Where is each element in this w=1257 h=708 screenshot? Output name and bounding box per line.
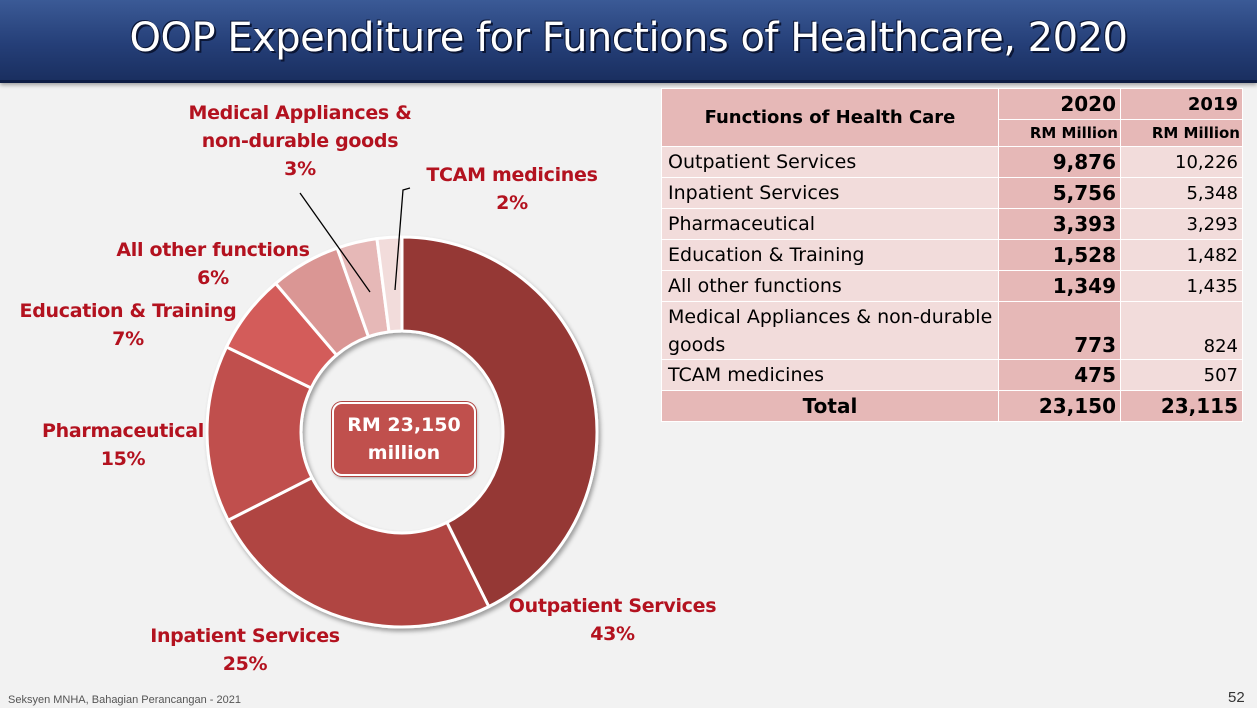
label-appliances: Medical Appliances & non-durable goods 3… (170, 99, 430, 183)
table-row: TCAM medicines 475 507 (661, 359, 1243, 391)
label-appliances-line1: Medical Appliances & (188, 102, 412, 124)
leader-line-tcam (394, 187, 411, 291)
center-total-line1: RM 23,150 (347, 414, 461, 436)
label-pharma-pct: 15% (100, 448, 146, 470)
label-pharma-name: Pharmaceutical (42, 420, 204, 442)
row-2020: 1,349 (998, 270, 1121, 302)
table-row: All other functions 1,349 1,435 (661, 270, 1243, 302)
label-tcam-pct: 2% (496, 192, 528, 214)
label-outpatient-pct: 43% (590, 623, 635, 645)
label-inpatient-name: Inpatient Services (150, 625, 340, 647)
total-2019: 23,115 (1120, 390, 1243, 422)
row-2019: 1,482 (1120, 239, 1243, 271)
label-education: Education & Training 7% (14, 297, 242, 353)
row-name: All other functions (661, 270, 999, 302)
donut-slice-6 (375, 235, 404, 334)
table-row: Education & Training 1,528 1,482 (661, 239, 1243, 271)
label-inpatient: Inpatient Services 25% (145, 622, 345, 678)
unit-2019: RM Million (1120, 119, 1243, 147)
donut-slice-1 (226, 475, 491, 629)
row-2020: 773 (998, 301, 1121, 360)
label-outpatient-name: Outpatient Services (508, 595, 717, 617)
donut-chart (205, 187, 599, 629)
label-other-pct: 6% (197, 267, 229, 289)
label-inpatient-pct: 25% (222, 653, 268, 675)
row-name: Medical Appliances & non-durable goods (661, 301, 999, 360)
donut-slice-0 (400, 235, 599, 609)
label-education-name: Education & Training (19, 300, 237, 322)
unit-2020: RM Million (998, 119, 1121, 147)
row-2019: 5,348 (1120, 177, 1243, 209)
row-2019: 3,293 (1120, 208, 1243, 240)
label-appliances-line2: non-durable goods (201, 130, 399, 152)
expenditure-table: Functions of Health Care 2020 2019 RM Mi… (661, 88, 1243, 422)
table-row: Medical Appliances & non-durable goods 7… (661, 301, 1243, 360)
header-2020: 2020 (998, 88, 1121, 120)
label-education-pct: 7% (112, 328, 144, 350)
header-2019: 2019 (1120, 88, 1243, 120)
row-2020: 475 (998, 359, 1121, 391)
footer-text: Seksyen MNHA, Bahagian Perancangan - 202… (8, 694, 241, 706)
row-2019: 10,226 (1120, 146, 1243, 178)
row-2020: 3,393 (998, 208, 1121, 240)
label-other-name: All other functions (116, 239, 310, 261)
row-2020: 9,876 (998, 146, 1121, 178)
header-function: Functions of Health Care (661, 88, 999, 147)
table-row: Pharmaceutical 3,393 3,293 (661, 208, 1243, 240)
page-number: 52 (1228, 689, 1245, 706)
row-name: Education & Training (661, 239, 999, 271)
total-2020: 23,150 (998, 390, 1121, 422)
label-tcam-name: TCAM medicines (426, 164, 598, 186)
row-2020: 5,756 (998, 177, 1121, 209)
table-total-row: Total 23,150 23,115 (661, 390, 1243, 422)
table-row: Inpatient Services 5,756 5,348 (661, 177, 1243, 209)
label-appliances-pct: 3% (284, 158, 316, 180)
center-total-line2: million (367, 442, 441, 464)
row-name: Pharmaceutical (661, 208, 999, 240)
row-2020: 1,528 (998, 239, 1121, 271)
center-total-box: RM 23,150 million (332, 402, 476, 476)
page-title: OOP Expenditure for Functions of Healthc… (129, 15, 1128, 61)
label-pharma: Pharmaceutical 15% (38, 417, 208, 473)
row-2019: 507 (1120, 359, 1243, 391)
label-tcam: TCAM medicines 2% (422, 161, 602, 217)
row-name: Outpatient Services (661, 146, 999, 178)
total-label: Total (661, 390, 999, 422)
leader-line-appliances (299, 192, 371, 293)
label-outpatient: Outpatient Services 43% (505, 592, 720, 648)
row-name: TCAM medicines (661, 359, 999, 391)
row-2019: 1,435 (1120, 270, 1243, 302)
label-other: All other functions 6% (103, 236, 323, 292)
table-row: Outpatient Services 9,876 10,226 (661, 146, 1243, 178)
row-2019: 824 (1120, 301, 1243, 360)
title-bar: OOP Expenditure for Functions of Healthc… (0, 0, 1257, 83)
row-name: Inpatient Services (661, 177, 999, 209)
